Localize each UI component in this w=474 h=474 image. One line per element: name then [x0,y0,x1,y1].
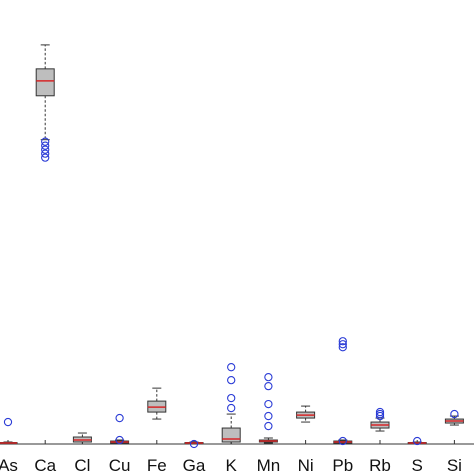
box-ni [296,405,316,423]
x-tick-label-cu: Cu [109,456,131,474]
outlier-pb-0 [338,436,347,446]
x-tick-label-s: S [412,456,423,474]
x-tick-label-rb: Rb [369,456,391,474]
outlier-mn-2 [264,399,273,409]
outlier-mn-4 [264,373,273,382]
x-tick-label-cl: Cl [74,456,90,474]
outlier-cu-1 [115,413,124,423]
x-tick-labels: As Ca Cl Cu Fe Ga K Mn Ni Pb Rb S Si [0,456,462,474]
outlier-rb-2 [375,407,385,417]
x-tick-label-fe: Fe [147,456,167,474]
outlier-ga-0 [189,439,199,449]
x-tick-label-pb: Pb [332,456,353,474]
box-as [0,417,18,445]
box-pb [333,337,353,446]
x-tick-label-as: As [0,456,18,474]
outlier-mn-0 [264,421,273,431]
outlier-ca-1 [41,149,50,158]
outlier-pb-1 [338,343,347,352]
x-tick-label-ca: Ca [34,456,56,474]
box-series [0,44,464,449]
box-si [444,409,464,426]
outlier-s-0 [413,436,422,446]
outlier-ca-0 [41,153,50,162]
box-body-ca [35,68,55,97]
outlier-ca-4 [41,137,50,146]
box-ga [184,439,204,449]
outlier-k-3 [227,363,236,372]
outlier-cu-0 [115,435,124,445]
box-k [221,363,241,445]
box-s [407,436,427,446]
x-tick-label-si: Si [447,456,462,474]
x-tick-label-ga: Ga [183,456,206,474]
box-ca [35,44,55,162]
outlier-ca-2 [41,145,50,154]
outlier-k-0 [227,403,236,413]
box-cl [72,432,92,445]
box-rb [370,407,390,432]
outlier-k-2 [227,375,236,385]
outlier-mn-3 [264,381,273,391]
box-fe [147,387,167,420]
outlier-pb-2 [338,340,347,349]
outlier-ca-3 [41,141,50,150]
outlier-si-0 [450,409,459,419]
box-cu [110,413,130,445]
box-mn [258,373,278,444]
outlier-pb-3 [338,337,347,346]
x-tick-label-ni: Ni [298,456,314,474]
x-tick-label-k: K [226,456,238,474]
x-tick-label-mn: Mn [257,456,281,474]
outlier-as-0 [3,417,13,427]
box-body-k [221,427,241,443]
outlier-k-1 [227,393,236,403]
outlier-mn-1 [264,411,273,421]
